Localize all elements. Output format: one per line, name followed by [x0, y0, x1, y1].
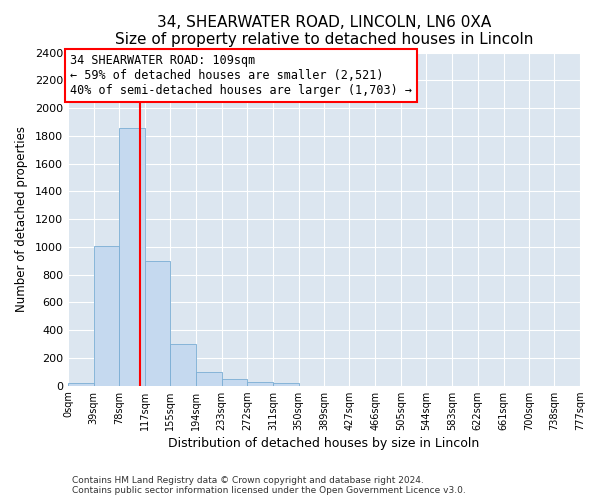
Title: 34, SHEARWATER ROAD, LINCOLN, LN6 0XA
Size of property relative to detached hous: 34, SHEARWATER ROAD, LINCOLN, LN6 0XA Si…	[115, 15, 533, 48]
Bar	[68, 383, 94, 386]
Y-axis label: Number of detached properties: Number of detached properties	[15, 126, 28, 312]
X-axis label: Distribution of detached houses by size in Lincoln: Distribution of detached houses by size …	[169, 437, 479, 450]
Bar	[221, 379, 247, 386]
Bar	[247, 382, 273, 386]
Bar	[119, 128, 145, 386]
Bar	[94, 246, 119, 386]
Bar	[196, 372, 221, 386]
Bar	[170, 344, 196, 386]
Bar	[273, 383, 299, 386]
Text: 34 SHEARWATER ROAD: 109sqm
← 59% of detached houses are smaller (2,521)
40% of s: 34 SHEARWATER ROAD: 109sqm ← 59% of deta…	[70, 54, 412, 97]
Text: Contains HM Land Registry data © Crown copyright and database right 2024.
Contai: Contains HM Land Registry data © Crown c…	[72, 476, 466, 495]
Bar	[145, 261, 170, 386]
